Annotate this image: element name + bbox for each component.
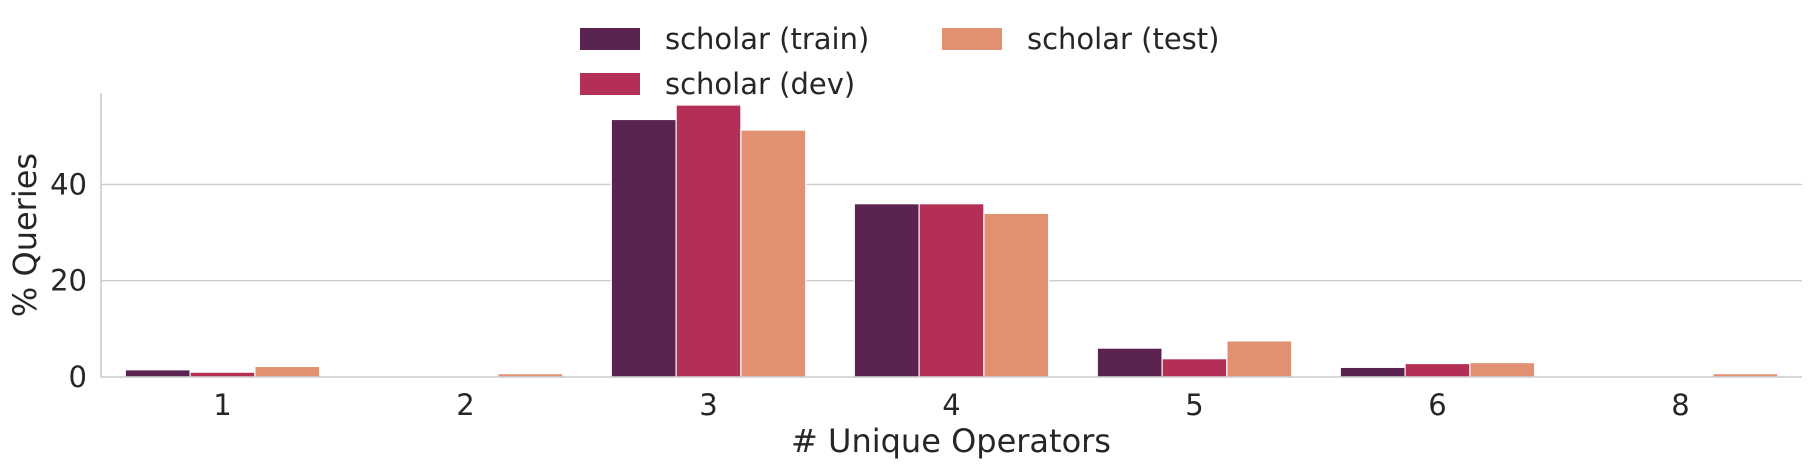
x-tick-label: 4 — [942, 388, 960, 422]
bar-test-1 — [254, 365, 321, 378]
x-tick-label: 3 — [699, 388, 717, 422]
legend-swatch-dev — [580, 73, 640, 95]
bar-dev-3 — [675, 104, 742, 378]
bar-test-6 — [1469, 361, 1536, 378]
legend-item-dev: scholar (dev) — [580, 67, 855, 101]
legend-label-train: scholar (train) — [665, 22, 870, 56]
x-tick-label: 8 — [1671, 388, 1689, 422]
y-tick-label: 20 — [50, 264, 87, 298]
bar-test-4 — [983, 212, 1050, 378]
bar-dev-5 — [1161, 358, 1228, 378]
legend-item-test: scholar (test) — [942, 22, 1219, 56]
y-tick-label: 0 — [69, 360, 87, 394]
x-tick-label: 6 — [1428, 388, 1446, 422]
legend-label-dev: scholar (dev) — [665, 67, 856, 101]
legend-label-test: scholar (test) — [1027, 22, 1220, 56]
legend-swatch-train — [580, 28, 640, 50]
x-tick-label: 2 — [456, 388, 474, 422]
legend: scholar (train) scholar (dev) scholar (t… — [580, 18, 1280, 108]
bar-dev-4 — [918, 203, 985, 378]
bar-test-5 — [1226, 340, 1293, 378]
x-tick-label: 1 — [213, 388, 231, 422]
y-tick-labels: 0 20 40 — [50, 167, 87, 394]
bar-train-6 — [1339, 366, 1406, 378]
bar-train-1 — [124, 369, 191, 378]
bars — [124, 104, 1779, 378]
x-axis-label: # Unique Operators — [791, 422, 1111, 460]
bar-train-3 — [610, 118, 677, 378]
legend-item-train: scholar (train) — [580, 22, 869, 56]
y-axis-label: % Queries — [6, 153, 44, 317]
x-tick-label: 5 — [1185, 388, 1203, 422]
bar-dev-6 — [1404, 362, 1471, 378]
bar-train-5 — [1096, 347, 1163, 378]
legend-swatch-test — [942, 28, 1002, 50]
y-tick-label: 40 — [50, 167, 87, 201]
bar-test-3 — [740, 129, 807, 378]
x-tick-labels: 1 2 3 4 5 6 8 — [213, 388, 1689, 422]
bar-train-4 — [853, 203, 920, 378]
axes — [100, 93, 1802, 378]
